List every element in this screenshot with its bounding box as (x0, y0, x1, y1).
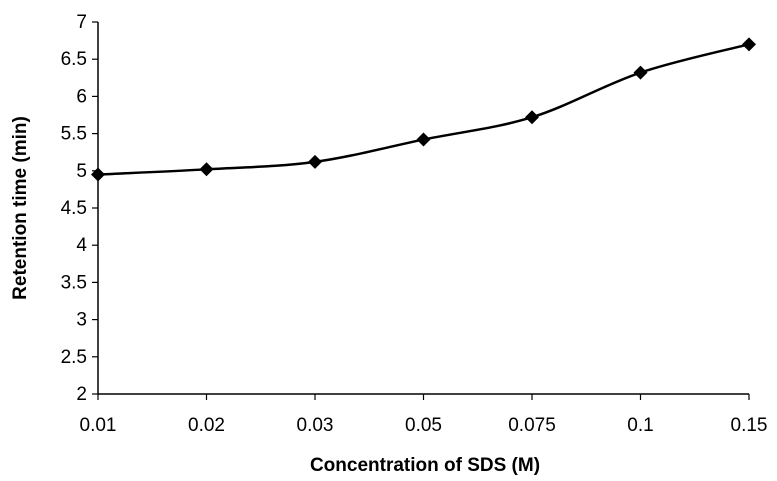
x-tick-label: 0.15 (731, 415, 768, 436)
x-tick-label: 0.05 (405, 415, 442, 436)
y-tick-label: 2 (76, 384, 87, 405)
plot-area: 2 2.5 3 3.5 4 4.5 5 5.5 6 6.5 7 0.01 0.02 0.03 0.05 0.0… (61, 12, 768, 436)
data-point-marker (416, 132, 431, 147)
y-axis-title: Retention time (min) (10, 116, 31, 300)
x-axis-title: Concentration of SDS (M) (310, 455, 540, 476)
y-tick-label: 2.5 (61, 347, 87, 368)
x-tick-label: 0.02 (188, 415, 225, 436)
x-tick-label: 0.1 (627, 415, 653, 436)
y-tick-label: 6 (76, 86, 87, 107)
x-tick-label: 0.075 (508, 415, 556, 436)
data-point-marker (633, 65, 648, 80)
x-tick-label: 0.03 (297, 415, 334, 436)
y-tick-label: 5 (76, 161, 87, 182)
y-tick-label: 3.5 (61, 272, 87, 293)
y-tick-label: 4.5 (61, 198, 87, 219)
x-tick-label: 0.01 (80, 415, 117, 436)
data-point-marker (525, 110, 539, 125)
data-point-marker (91, 167, 105, 182)
data-point-marker (742, 37, 756, 52)
y-tick-label: 7 (76, 12, 87, 33)
y-tick-label: 3 (76, 310, 87, 331)
series-0-line (97, 43, 750, 176)
data-point-marker (308, 154, 322, 169)
y-tick-label: 4 (76, 235, 87, 256)
data-point-marker (199, 162, 214, 177)
y-tick-label: 5.5 (61, 124, 87, 145)
y-tick-label: 6.5 (61, 49, 87, 70)
